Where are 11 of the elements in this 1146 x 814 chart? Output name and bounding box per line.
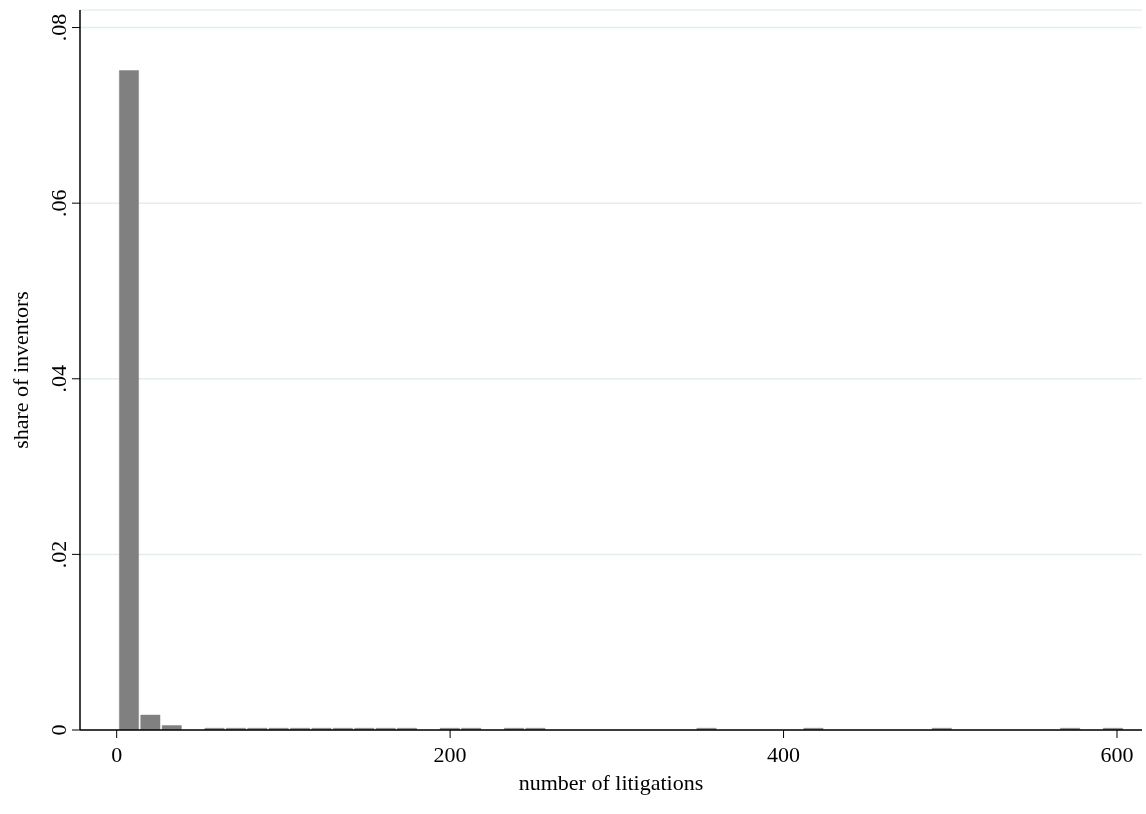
x-axis-title: number of litigations	[518, 770, 704, 795]
x-tick-label: 600	[1100, 742, 1134, 767]
y-tick-label: 0	[46, 724, 71, 736]
y-tick-label: .08	[46, 13, 71, 42]
y-tick-label: .02	[46, 540, 71, 569]
x-tick-label: 400	[767, 742, 801, 767]
y-tick-label: .06	[46, 189, 71, 217]
y-tick-label: .04	[46, 365, 71, 393]
x-tick-label: 200	[433, 742, 467, 767]
x-tick-label: 0	[111, 742, 123, 767]
y-axis-title: share of inventors	[7, 291, 33, 449]
